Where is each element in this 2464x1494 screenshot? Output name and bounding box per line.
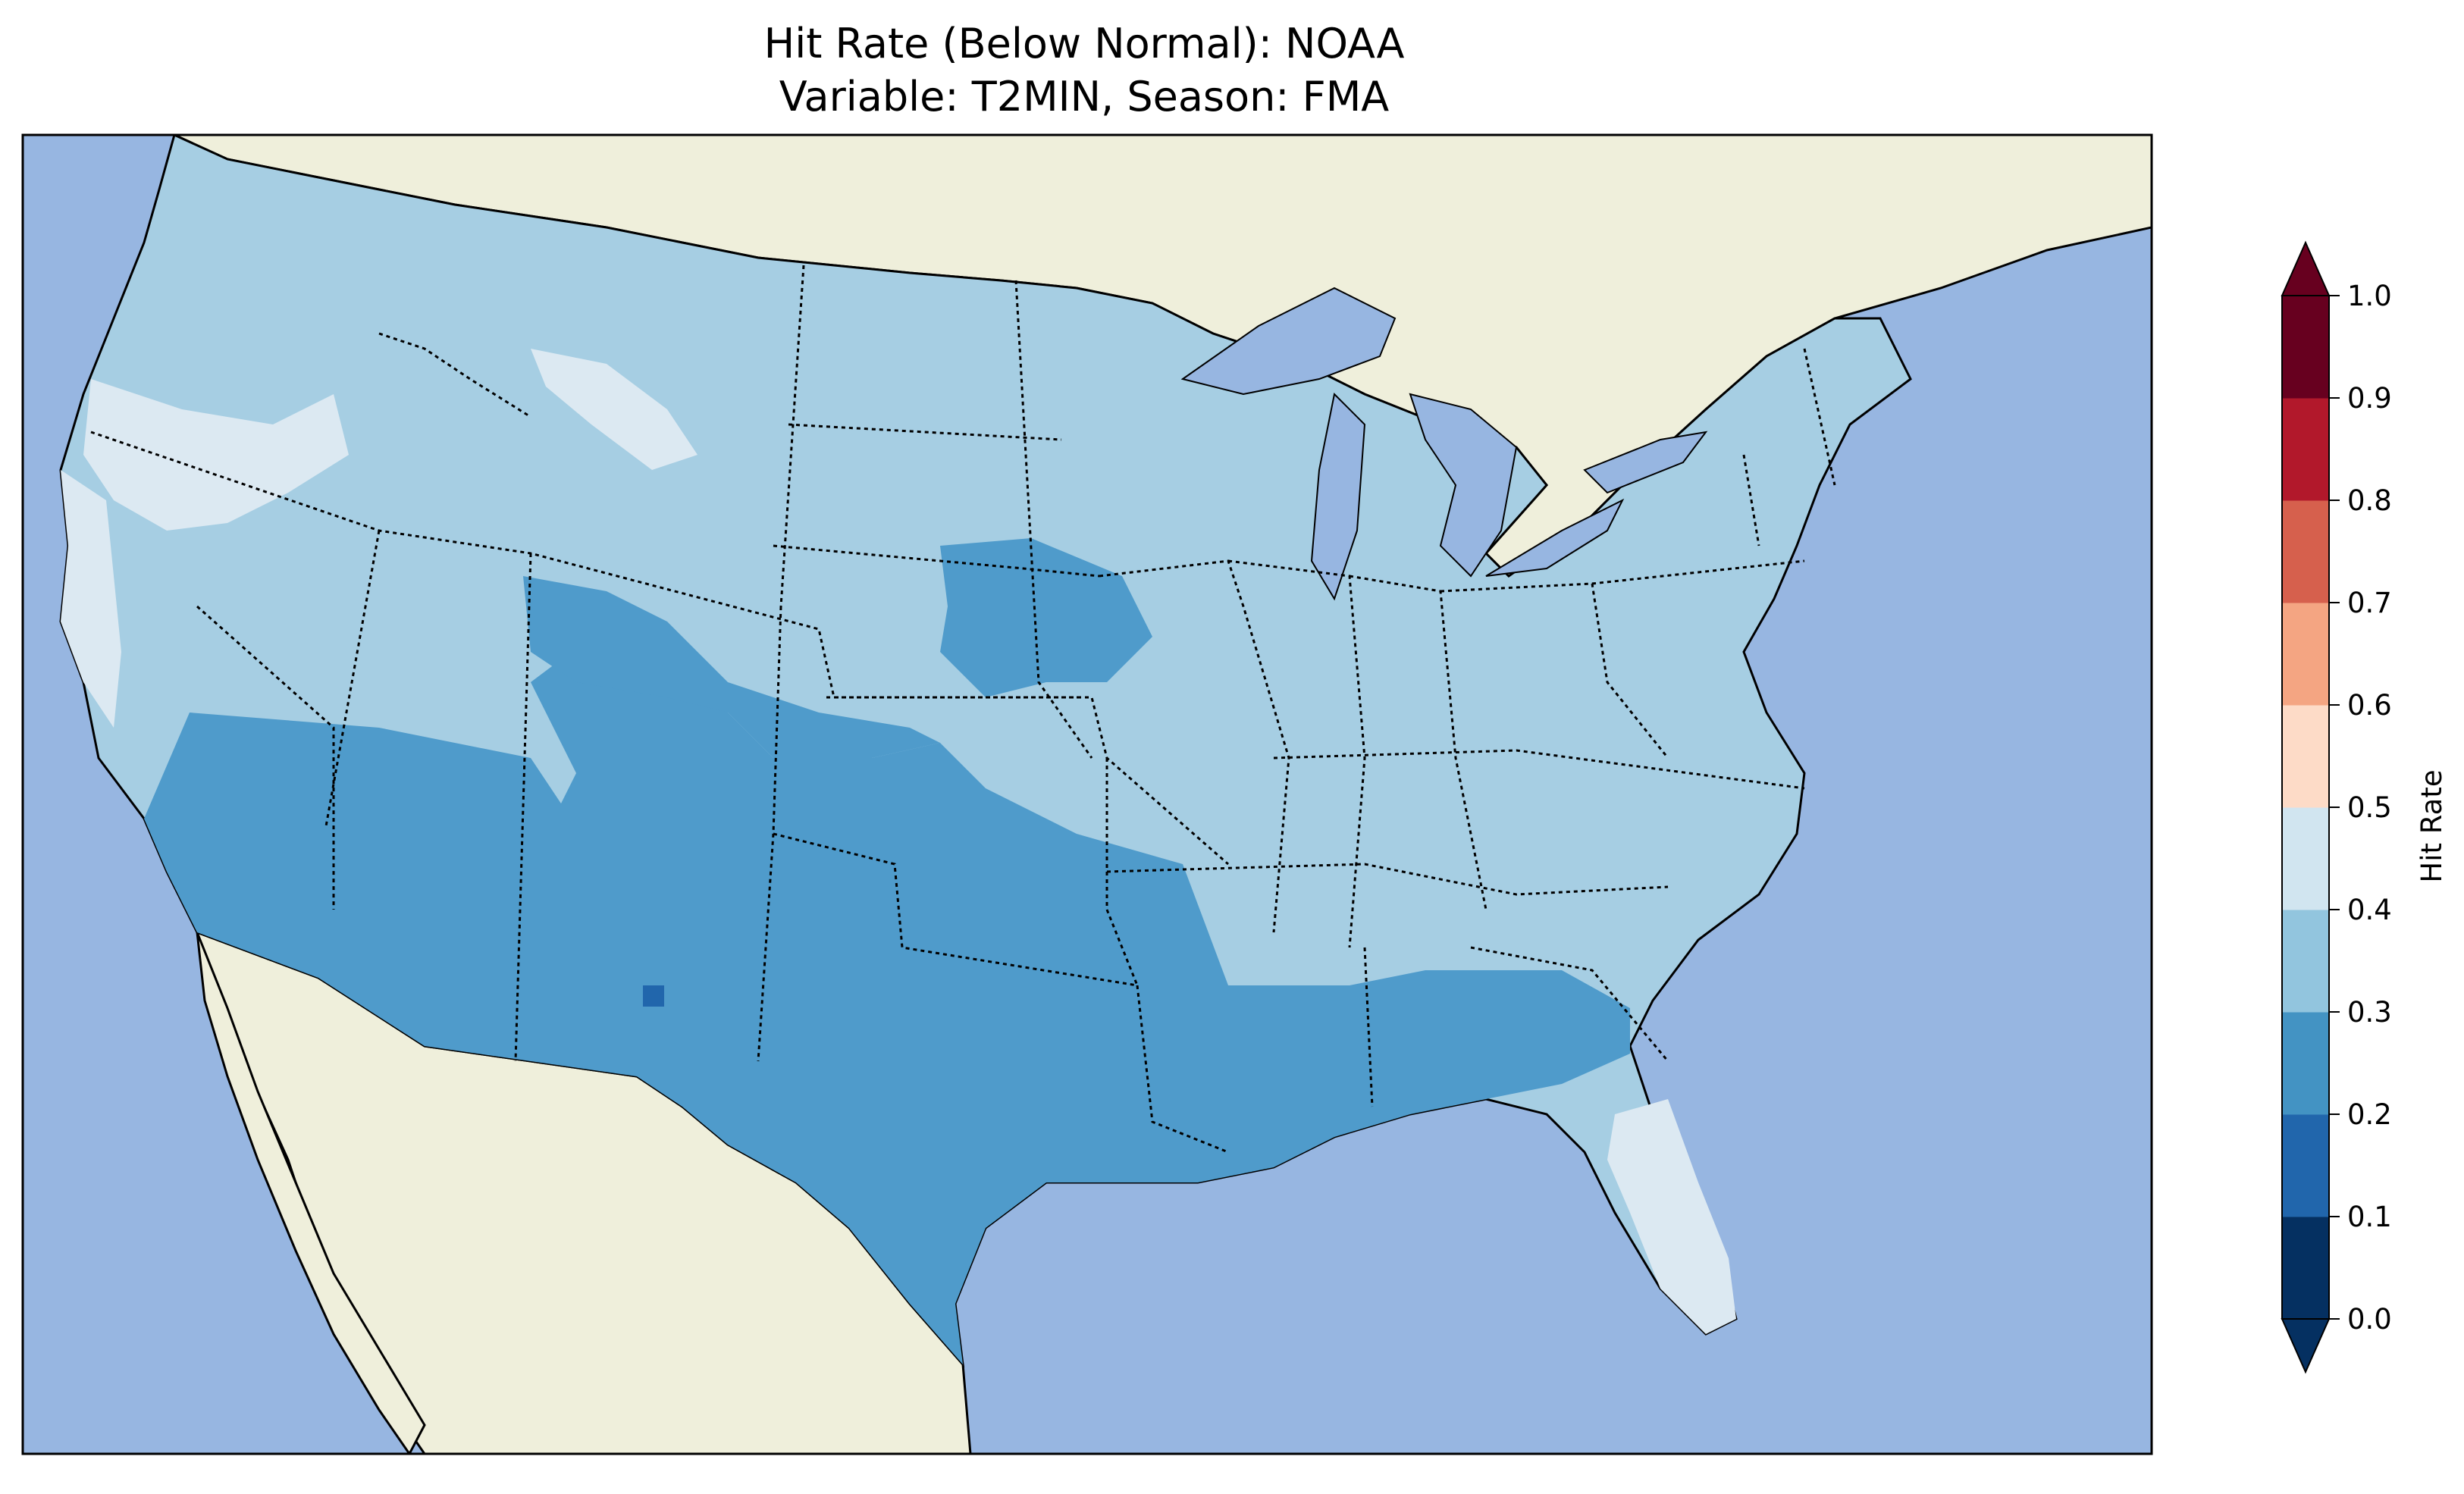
colorbar-segment	[2282, 500, 2329, 603]
colorbar-tick-label: 0.4	[2347, 894, 2392, 926]
hitrate-region-south	[144, 622, 1630, 1364]
colorbar-tick-label: 0.6	[2347, 689, 2392, 722]
hitrate-region-colorado	[523, 576, 940, 758]
hitrate-region-california-coast	[61, 470, 121, 728]
map-title-line2: Variable: T2MIN, Season: FMA	[779, 73, 1390, 121]
hitrate-region-pacific-northwest	[83, 379, 349, 531]
map-title-line1: Hit Rate (Below Normal): NOAA	[764, 20, 1405, 67]
hitrate-region-plains	[940, 538, 1152, 697]
great-lakes	[1180, 287, 1708, 601]
colorbar-tick-label: 0.9	[2347, 382, 2392, 415]
baja-peninsula	[196, 932, 426, 1454]
colorbar-segment	[2282, 705, 2329, 808]
colorbar-extend-min	[2281, 1318, 2331, 1374]
colorbar-segment	[2282, 807, 2329, 910]
colorbar-tick-label: 0.0	[2347, 1303, 2392, 1336]
colorbar-tick-label: 0.5	[2347, 791, 2392, 824]
colorbar-tick-label: 0.8	[2347, 484, 2392, 517]
hitrate-cell-new-mexico	[643, 985, 664, 1007]
colorbar: 0.0 0.1 0.2 0.3 0.4 0.5 0.6 0.7 0.8 0.9 1.0	[2281, 240, 2392, 1374]
map-panel	[23, 135, 2152, 1454]
colorbar-segment	[2282, 910, 2329, 1013]
colorbar-tick-label: 0.3	[2347, 996, 2392, 1029]
colorbar-segment	[2282, 296, 2329, 399]
colorbar-label: Hit Rate	[2415, 769, 2448, 882]
colorbar-segment	[2282, 1217, 2329, 1320]
hitrate-region-florida	[1607, 1099, 1736, 1334]
colorbar-tick-label: 1.0	[2347, 280, 2392, 312]
colorbar-segment	[2282, 398, 2329, 501]
state-borders	[90, 265, 1836, 1154]
hitrate-region-wyoming	[531, 349, 698, 470]
colorbar-tick-label: 0.2	[2347, 1098, 2392, 1131]
colorbar-segment	[2282, 1114, 2329, 1217]
colorbar-extend-max	[2281, 240, 2331, 296]
colorbar-tick-label: 0.1	[2347, 1201, 2392, 1233]
colorbar-tick-label: 0.7	[2347, 587, 2392, 619]
map-frame	[21, 133, 2153, 1455]
colorbar-segment	[2282, 1012, 2329, 1115]
colorbar-segment	[2282, 603, 2329, 706]
